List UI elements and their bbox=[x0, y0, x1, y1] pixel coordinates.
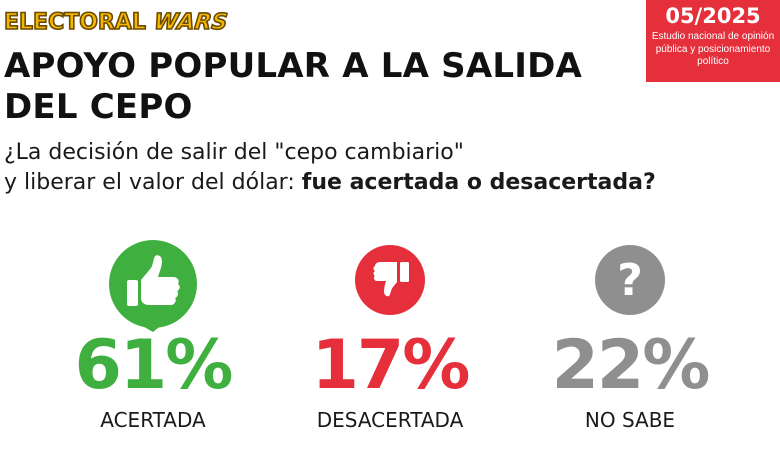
question-line-2-bold: fue acertada o desacertada? bbox=[301, 170, 656, 195]
brand-logo: ELECTORAL WARS bbox=[3, 8, 230, 38]
category-label-acertada: ACERTADA bbox=[100, 408, 206, 432]
value-label-desacertada: 17% bbox=[311, 326, 471, 405]
page-title: APOYO POPULAR A LA SALIDA DEL CEPO bbox=[4, 46, 583, 127]
question-line-2-plain: y liberar el valor del dólar: bbox=[4, 170, 302, 195]
question-mark-icon: ? bbox=[590, 240, 670, 325]
thumbs-up-icon bbox=[103, 240, 203, 337]
value-label-acertada: 61% bbox=[74, 326, 234, 405]
question-line-2: y liberar el valor del dólar: fue acerta… bbox=[4, 168, 780, 198]
brand-word-electoral: ELECTORAL bbox=[3, 10, 147, 35]
badge-subtitle: Estudio nacional de opinión pública y po… bbox=[651, 31, 775, 67]
category-label-no-sabe: NO SABE bbox=[584, 408, 676, 432]
category-label-desacertada: DESACERTADA bbox=[316, 408, 464, 432]
thumbs-down-icon bbox=[350, 240, 430, 325]
date-badge: 05/2025 Estudio nacional de opinión públ… bbox=[646, 0, 780, 82]
survey-question: ¿La decisión de salir del "cepo cambiari… bbox=[4, 138, 780, 198]
value-label-no-sabe: 22% bbox=[551, 326, 711, 405]
brand-word-wars: WARS bbox=[152, 9, 230, 36]
badge-date: 05/2025 bbox=[665, 4, 761, 28]
svg-text:?: ? bbox=[617, 255, 643, 306]
question-line-1: ¿La decisión de salir del "cepo cambiari… bbox=[4, 140, 464, 165]
